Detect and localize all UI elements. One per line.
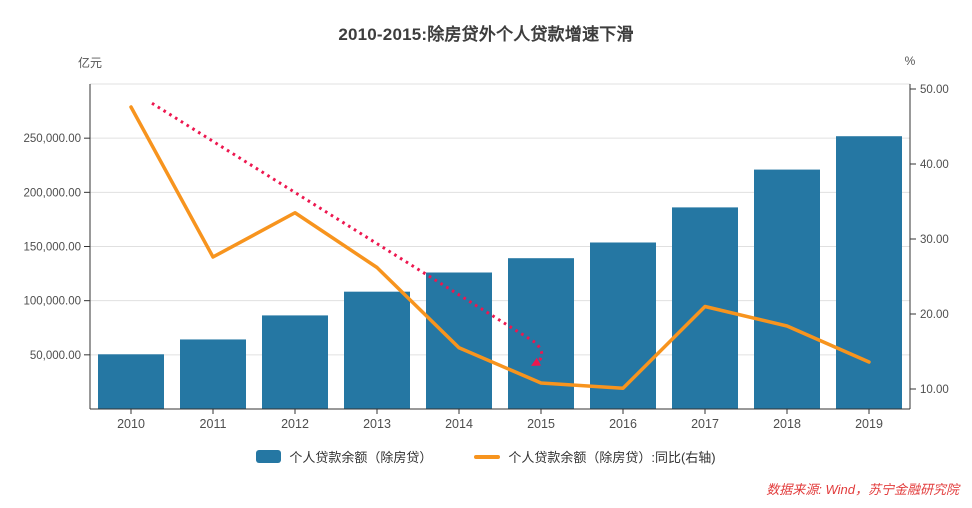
legend-item-yoy[interactable]: 个人贷款余额（除房贷）:同比(右轴): [474, 447, 716, 466]
bar-2015: [508, 258, 574, 409]
legend-label-yoy: 个人贷款余额（除房贷）:同比(右轴): [508, 450, 716, 465]
bar-2013: [344, 291, 410, 409]
y-axis-left-tick-label: 150,000.00: [23, 242, 81, 254]
y-axis-left-tick-label: 250,000.00: [23, 133, 81, 145]
y-axis-right-tick-label: 30.00: [920, 234, 949, 246]
x-axis-label-2018: 2018: [773, 417, 801, 431]
data-source-note: 数据来源: Wind，苏宁金融研究院: [766, 482, 959, 497]
legend-label-loan-balance: 个人贷款余额（除房贷）: [289, 450, 433, 465]
x-axis-label-2016: 2016: [609, 417, 637, 431]
x-axis-label-2017: 2017: [691, 417, 719, 431]
x-axis-label-2014: 2014: [445, 417, 473, 431]
y-axis-right-tick-label: 40.00: [920, 159, 949, 171]
chart-title: 2010-2015:除房贷外个人贷款增速下滑: [338, 25, 634, 44]
y-axis-left-tick-label: 100,000.00: [23, 296, 81, 308]
y-axis-right-tick-label: 50.00: [920, 84, 949, 96]
bar-2014: [426, 272, 492, 409]
bar-2012: [262, 315, 328, 409]
bar-2010: [98, 354, 164, 409]
x-axis-label-2015: 2015: [527, 417, 555, 431]
bar-2018: [754, 169, 820, 409]
left-axis-unit-label: 亿元: [77, 56, 102, 70]
right-axis-unit-label: %: [904, 54, 916, 68]
x-axis-label-2019: 2019: [855, 417, 883, 431]
legend: 个人贷款余额（除房贷） 个人贷款余额（除房贷）:同比(右轴): [0, 447, 972, 466]
legend-item-loan-balance[interactable]: 个人贷款余额（除房贷）: [256, 447, 432, 466]
x-axis-label-2011: 2011: [200, 417, 227, 431]
bar-2019: [836, 136, 902, 409]
y-axis-right-tick-label: 10.00: [920, 384, 949, 396]
line-series-swatch-icon: [474, 454, 501, 459]
y-axis-left-tick-label: 200,000.00: [23, 187, 81, 199]
y-axis-right-tick-label: 20.00: [920, 309, 949, 321]
bar-2016: [590, 242, 656, 409]
declining-trend-dotted-arrow: [151, 101, 544, 366]
bar-series-swatch-icon: [256, 450, 282, 463]
y-axis-left-tick-label: 50,000.00: [30, 350, 81, 362]
x-axis-label-2012: 2012: [281, 417, 309, 431]
x-axis-label-2013: 2013: [363, 417, 391, 431]
x-axis-label-2010: 2010: [117, 417, 145, 431]
bar-2011: [180, 339, 246, 409]
yoy-line: [129, 105, 871, 390]
